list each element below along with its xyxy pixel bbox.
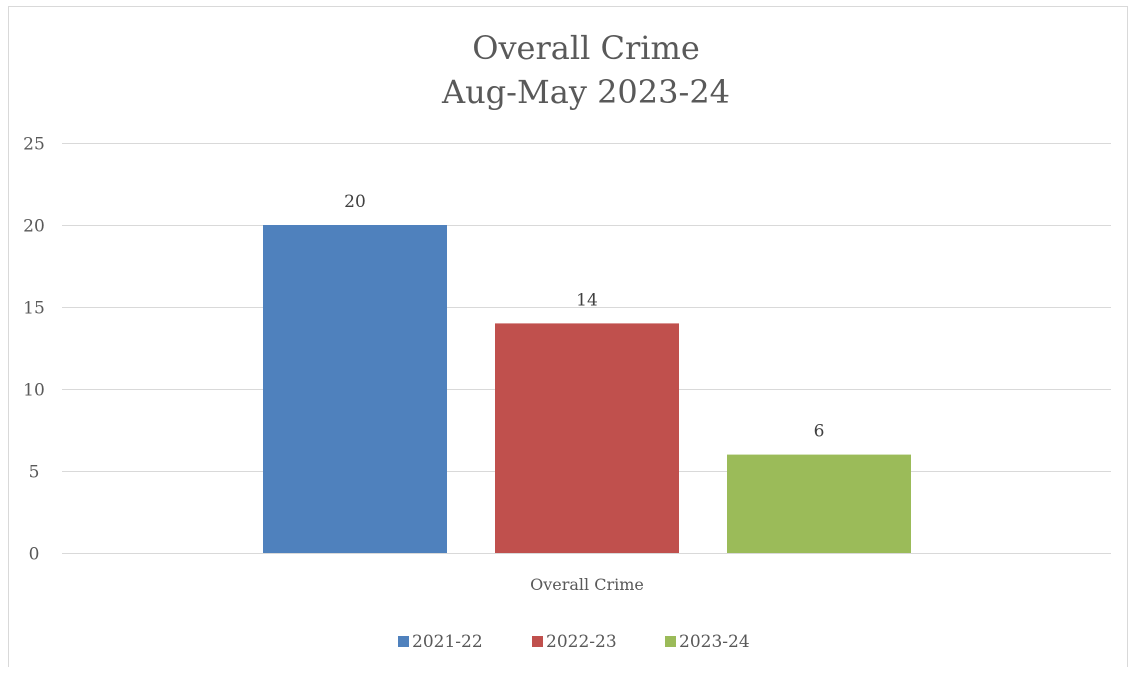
chart-title: Overall Crime Aug-May 2023-24 <box>441 29 730 111</box>
chart-title-line-1: Overall Crime <box>472 29 700 67</box>
legend: 2021-22 2022-23 2023-24 <box>398 632 750 652</box>
y-tick-label-15: 15 <box>23 299 45 319</box>
chart-title-line-2: Aug-May 2023-24 <box>441 73 730 111</box>
y-tick-label-0: 0 <box>29 545 40 565</box>
bar-2021-22 <box>263 225 447 553</box>
bars <box>263 225 911 553</box>
y-tick-label-5: 5 <box>29 463 40 483</box>
x-category-label: Overall Crime <box>530 575 644 594</box>
bar-2023-24 <box>727 454 911 553</box>
bar-2022-23 <box>495 323 679 553</box>
y-tick-label-20: 20 <box>23 217 45 237</box>
data-label-2023-24: 6 <box>814 422 825 442</box>
legend-swatch-2021-22 <box>398 636 409 647</box>
legend-label-2022-23: 2022-23 <box>546 632 617 652</box>
x-axis-categories: Overall Crime <box>530 575 644 594</box>
legend-label-2021-22: 2021-22 <box>412 632 483 652</box>
data-label-2022-23: 14 <box>576 290 598 310</box>
legend-label-2023-24: 2023-24 <box>679 632 750 652</box>
data-label-2021-22: 20 <box>344 192 366 212</box>
y-tick-label-10: 10 <box>23 381 45 401</box>
data-labels: 20 14 6 <box>344 192 824 442</box>
legend-swatch-2022-23 <box>532 636 543 647</box>
y-tick-label-25: 25 <box>23 135 45 155</box>
legend-swatch-2023-24 <box>665 636 676 647</box>
y-axis-ticks: 0 5 10 15 20 25 <box>23 135 45 565</box>
